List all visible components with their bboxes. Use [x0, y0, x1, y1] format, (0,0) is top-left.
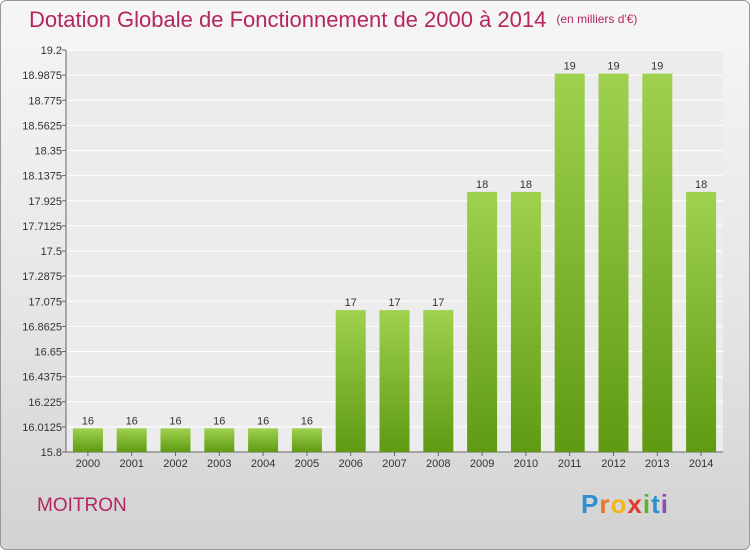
y-tick-label: 18.9875: [22, 70, 62, 82]
y-tick-label: 17.5: [41, 246, 62, 258]
bar-value-label: 16: [257, 415, 269, 427]
bar-2010: [510, 191, 541, 452]
x-tick-label: 2006: [338, 458, 362, 470]
proxiti-logo: Proxiti: [581, 489, 669, 520]
logo-letter: i: [642, 489, 652, 519]
x-tick-label: 2007: [382, 458, 406, 470]
y-tick-label: 18.5625: [22, 120, 62, 132]
bar-2001: [116, 428, 147, 452]
logo-letter: o: [610, 489, 628, 519]
bar-value-label: 16: [169, 415, 181, 427]
bar-2009: [467, 191, 498, 452]
x-tick-label: 2009: [470, 458, 494, 470]
bar-2002: [160, 428, 191, 452]
bar-2008: [423, 310, 454, 452]
x-tick-label: 2001: [119, 458, 143, 470]
y-tick-label: 18.775: [28, 95, 62, 107]
bar-2005: [291, 428, 322, 452]
logo-letter: t: [651, 489, 661, 519]
y-tick-label: 16.0125: [22, 422, 62, 434]
bar-value-label: 16: [82, 415, 94, 427]
bar-2003: [204, 428, 235, 452]
y-tick-label: 18.1375: [22, 171, 62, 183]
chart-title: Dotation Globale de Fonctionnement de 20…: [29, 7, 637, 33]
logo-letter: r: [599, 489, 611, 519]
x-tick-label: 2003: [207, 458, 231, 470]
commune-name: MOITRON: [37, 495, 127, 516]
bar-2000: [72, 428, 103, 452]
bar-value-label: 19: [651, 61, 663, 73]
x-tick-label: 2010: [514, 458, 538, 470]
bar-value-label: 18: [520, 179, 532, 191]
bar-value-label: 16: [213, 415, 225, 427]
chart-unit: (en milliers d'€): [556, 12, 638, 26]
y-tick-label: 17.2875: [22, 271, 62, 283]
x-tick-label: 2013: [645, 458, 669, 470]
x-tick-label: 2012: [601, 458, 625, 470]
bar-value-label: 17: [388, 297, 400, 309]
y-tick-label: 16.4375: [22, 372, 62, 384]
y-tick-label: 17.925: [28, 196, 62, 208]
x-tick-label: 2008: [426, 458, 450, 470]
y-tick-label: 15.8: [41, 447, 62, 459]
x-tick-label: 2000: [76, 458, 100, 470]
bar-value-label: 18: [695, 179, 707, 191]
bar-value-label: 19: [564, 61, 576, 73]
bar-value-label: 16: [126, 415, 138, 427]
x-tick-label: 2011: [558, 458, 582, 470]
y-tick-label: 19.2: [41, 45, 62, 57]
bar-2012: [598, 73, 629, 452]
y-tick-label: 16.225: [28, 397, 62, 409]
x-tick-label: 2002: [163, 458, 187, 470]
bar-2006: [335, 310, 366, 452]
bar-2007: [379, 310, 410, 452]
y-tick-label: 16.8625: [22, 321, 62, 333]
logo-letter: P: [581, 489, 600, 519]
bar-2014: [686, 191, 717, 452]
bar-2011: [554, 73, 585, 452]
bar-value-label: 16: [301, 415, 313, 427]
bar-2004: [248, 428, 279, 452]
chart-title-text: Dotation Globale de Fonctionnement de 20…: [29, 7, 547, 32]
x-tick-label: 2014: [689, 458, 713, 470]
bar-value-label: 19: [607, 61, 619, 73]
x-tick-label: 2004: [251, 458, 275, 470]
bar-value-label: 18: [476, 179, 488, 191]
bar-2013: [642, 73, 673, 452]
x-tick-label: 2005: [295, 458, 319, 470]
y-tick-label: 17.075: [28, 296, 62, 308]
bar-value-label: 17: [345, 297, 357, 309]
y-tick-label: 17.7125: [22, 221, 62, 233]
bar-value-label: 17: [432, 297, 444, 309]
logo-letter: i: [660, 489, 669, 519]
logo-letter: x: [627, 489, 643, 519]
y-tick-label: 18.35: [34, 146, 62, 158]
y-tick-label: 16.65: [34, 347, 62, 359]
